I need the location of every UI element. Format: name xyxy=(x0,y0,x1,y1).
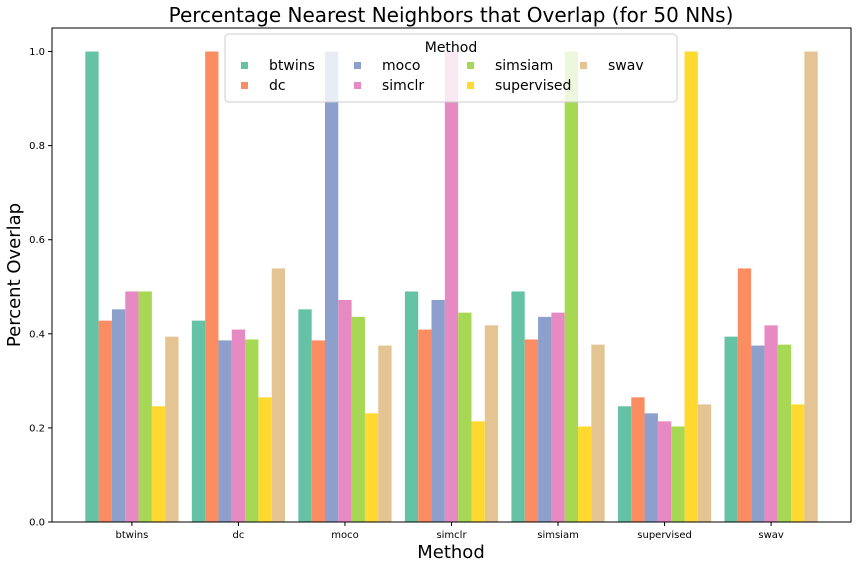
x-tick-label: simsiam xyxy=(537,530,579,541)
x-tick-label: btwins xyxy=(116,530,149,541)
bar-simclr-dc xyxy=(231,329,246,522)
legend-swatch-dc xyxy=(241,82,248,89)
bar-simsiam-moco xyxy=(351,316,365,522)
bar-supervised-supervised xyxy=(684,51,698,523)
legend-label-btwins: btwins xyxy=(269,58,315,74)
bar-moco-btwins xyxy=(111,309,126,522)
bar-btwins-simsiam xyxy=(511,291,525,522)
bar-dc-simsiam xyxy=(524,339,539,522)
legend-swatch-simclr xyxy=(354,82,361,89)
bar-moco-dc xyxy=(218,340,232,522)
bar-simclr-simsiam xyxy=(551,312,565,522)
bar-supervised-moco xyxy=(364,413,379,522)
bar-simclr-btwins xyxy=(125,291,139,522)
bar-dc-supervised xyxy=(631,397,645,522)
bar-swav-simclr xyxy=(484,325,499,522)
bar-swav-simsiam xyxy=(591,344,605,522)
bar-dc-simclr xyxy=(418,329,432,522)
bar-moco-moco xyxy=(324,51,339,523)
legend-box xyxy=(224,33,678,103)
legend-swatch-swav xyxy=(580,62,587,69)
bar-simclr-moco xyxy=(338,299,352,522)
bar-btwins-moco xyxy=(298,309,312,522)
x-tick-label: dc xyxy=(233,530,245,541)
x-axis-label: Method xyxy=(417,542,485,563)
bar-simsiam-dc xyxy=(245,339,259,522)
bar-btwins-dc xyxy=(191,320,206,522)
y-tick-label: 0.4 xyxy=(29,329,45,340)
x-tick-label: swav xyxy=(758,530,784,541)
x-tick-label: moco xyxy=(331,530,358,541)
y-axis-label: Percent Overlap xyxy=(4,203,25,347)
legend-swatch-supervised xyxy=(467,82,474,89)
axes-group: 0.0 0.2 0.4 0.6 0.8 1.0 btwins dc moco simclr sims… xyxy=(29,27,852,541)
y-tick-label: 1.0 xyxy=(29,47,45,58)
bar-moco-supervised xyxy=(644,413,658,522)
bar-btwins-simclr xyxy=(404,291,419,522)
bar-supervised-btwins xyxy=(151,406,166,522)
bar-dc-dc xyxy=(205,51,219,523)
bar-supervised-simclr xyxy=(471,421,485,522)
legend-swatch-btwins xyxy=(241,62,248,69)
bar-swav-supervised xyxy=(697,404,712,522)
bars-group xyxy=(85,51,818,523)
bar-simclr-swav xyxy=(764,325,778,522)
bar-simsiam-simclr xyxy=(458,312,472,522)
bar-btwins-btwins xyxy=(85,51,99,523)
bar-supervised-dc xyxy=(258,397,272,522)
bar-dc-moco xyxy=(311,340,325,522)
legend-label-supervised: supervised xyxy=(495,78,571,94)
bar-supervised-simsiam xyxy=(578,426,592,522)
bar-dc-swav xyxy=(737,268,752,522)
y-tick-label: 0.2 xyxy=(29,423,45,434)
x-tick-label: supervised xyxy=(637,530,692,541)
legend-label-swav: swav xyxy=(608,58,644,74)
bar-btwins-swav xyxy=(724,336,738,522)
bar-simsiam-btwins xyxy=(138,291,152,522)
bar-dc-btwins xyxy=(98,320,112,522)
legend-swatch-simsiam xyxy=(467,62,474,69)
legend-label-dc: dc xyxy=(269,78,286,94)
y-tick-label: 0.6 xyxy=(29,235,45,246)
bar-simsiam-simsiam xyxy=(564,51,579,523)
bar-btwins-supervised xyxy=(617,406,632,522)
legend: Method btwins dc moco simclr simsiam supervise… xyxy=(224,33,678,103)
bar-simsiam-swav xyxy=(777,344,792,522)
y-tick-label: 0.8 xyxy=(29,141,45,152)
bar-moco-simclr xyxy=(431,299,445,522)
bar-swav-dc xyxy=(271,268,286,522)
legend-label-moco: moco xyxy=(382,58,420,74)
bar-supervised-swav xyxy=(791,404,805,522)
bar-swav-btwins xyxy=(165,336,179,522)
bar-swav-swav xyxy=(804,51,818,523)
bar-moco-simsiam xyxy=(538,316,552,522)
y-tick-label: 0.0 xyxy=(29,518,45,529)
legend-label-simclr: simclr xyxy=(382,78,424,94)
x-tick-label: simclr xyxy=(436,530,467,541)
bar-swav-moco xyxy=(378,345,392,522)
bar-simclr-supervised xyxy=(657,421,672,522)
bar-simclr-simclr xyxy=(444,51,459,523)
bar-moco-swav xyxy=(751,345,765,522)
legend-title: Method xyxy=(425,40,478,56)
legend-label-simsiam: simsiam xyxy=(495,58,553,74)
chart-title: Percentage Nearest Neighbors that Overla… xyxy=(169,3,734,27)
legend-swatch-moco xyxy=(354,62,361,69)
bar-simsiam-supervised xyxy=(671,426,685,522)
